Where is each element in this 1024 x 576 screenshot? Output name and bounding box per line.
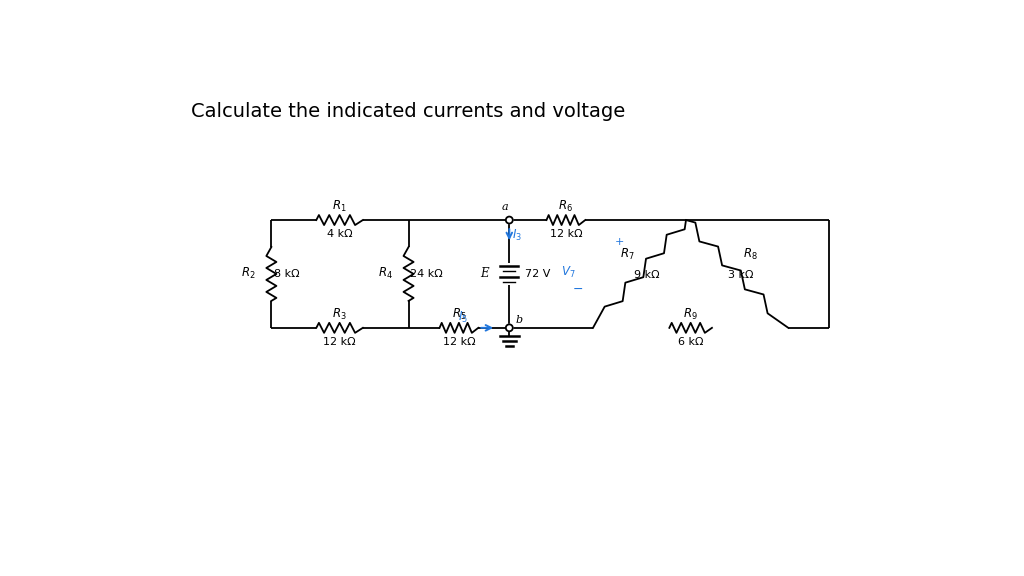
Text: −: − bbox=[572, 283, 583, 296]
Text: 72 V: 72 V bbox=[524, 269, 550, 279]
Text: 4 kΩ: 4 kΩ bbox=[327, 229, 352, 239]
Text: 12 kΩ: 12 kΩ bbox=[324, 337, 356, 347]
Text: $I_5$: $I_5$ bbox=[458, 309, 468, 325]
Text: 12 kΩ: 12 kΩ bbox=[550, 229, 583, 239]
Text: $I_3$: $I_3$ bbox=[512, 228, 522, 243]
Text: $R_8$: $R_8$ bbox=[743, 247, 758, 262]
Text: $R_3$: $R_3$ bbox=[332, 306, 347, 321]
Text: $R_7$: $R_7$ bbox=[620, 247, 635, 262]
Text: $R_5$: $R_5$ bbox=[452, 306, 466, 321]
Text: $V_7$: $V_7$ bbox=[561, 265, 575, 280]
Circle shape bbox=[506, 217, 513, 223]
Text: $R_9$: $R_9$ bbox=[683, 306, 698, 321]
Text: 12 kΩ: 12 kΩ bbox=[442, 337, 475, 347]
Text: a: a bbox=[502, 202, 508, 212]
Text: 24 kΩ: 24 kΩ bbox=[410, 269, 442, 279]
Text: 8 kΩ: 8 kΩ bbox=[274, 269, 300, 279]
Text: E: E bbox=[480, 267, 488, 281]
Text: Calculate the indicated currents and voltage: Calculate the indicated currents and vol… bbox=[191, 103, 626, 122]
Text: b: b bbox=[516, 315, 523, 325]
Text: $R_6$: $R_6$ bbox=[558, 199, 573, 214]
Text: 3 kΩ: 3 kΩ bbox=[727, 271, 753, 281]
Text: $R_4$: $R_4$ bbox=[378, 266, 393, 282]
Text: $R_1$: $R_1$ bbox=[332, 199, 347, 214]
Text: 9 kΩ: 9 kΩ bbox=[635, 271, 660, 281]
Text: 6 kΩ: 6 kΩ bbox=[678, 337, 703, 347]
Circle shape bbox=[506, 324, 513, 331]
Text: $R_2$: $R_2$ bbox=[241, 266, 255, 282]
Text: +: + bbox=[614, 237, 624, 247]
